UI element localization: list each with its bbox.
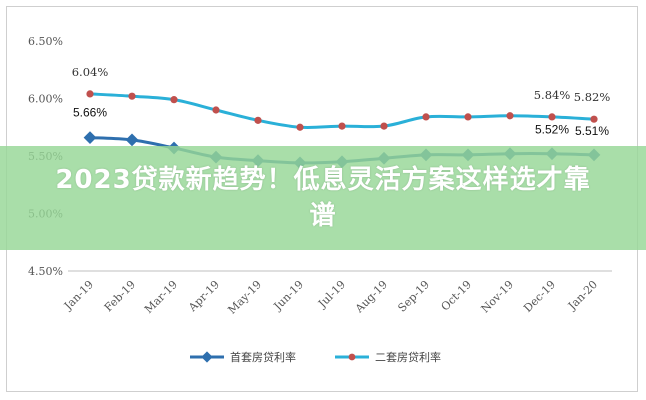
data-point-marker xyxy=(380,122,388,130)
banner-title: 2023贷款新趋势！低息灵活方案这样选才靠谱 xyxy=(55,165,591,231)
x-tick-label: May-19 xyxy=(225,278,264,317)
data-point-marker xyxy=(86,90,94,98)
data-label: 5.52% xyxy=(535,123,569,137)
data-point-marker xyxy=(506,112,514,120)
data-point-marker xyxy=(254,116,262,124)
x-axis-ticks: Jan-19 Feb-19 Mar-19 Apr-19 May-19 Jun-19 Jul-… xyxy=(61,278,600,317)
data-point-marker xyxy=(170,96,178,104)
data-point-marker xyxy=(83,131,97,144)
x-tick-label: Feb-19 xyxy=(102,278,138,314)
y-tick-label: 4.50% xyxy=(28,265,63,278)
data-point-marker xyxy=(422,113,430,121)
y-tick-label: 6.50% xyxy=(28,35,63,48)
x-tick-label: Sep-19 xyxy=(395,278,432,315)
y-tick-label: 6.00% xyxy=(28,93,63,106)
title-banner: 2023贷款新趋势！低息灵活方案这样选才靠谱 xyxy=(0,146,646,250)
data-label: 5.84% xyxy=(534,88,571,102)
x-tick-label: Aug-19 xyxy=(352,278,390,316)
data-point-marker xyxy=(590,115,598,123)
data-label: 5.82% xyxy=(574,90,611,104)
x-tick-label: Apr-19 xyxy=(185,278,222,315)
legend-marker xyxy=(201,351,213,363)
legend-label-2: 二套房贷利率 xyxy=(375,350,441,364)
x-tick-label: Jan-20 xyxy=(565,278,600,313)
x-tick-label: Dec-19 xyxy=(521,278,558,315)
legend: 首套房贷利率 二套房贷利率 xyxy=(190,350,441,364)
data-point-marker xyxy=(125,133,139,147)
legend-label-1: 首套房贷利率 xyxy=(230,350,296,364)
data-label: 5.66% xyxy=(73,106,107,120)
data-point-marker xyxy=(296,123,304,131)
data-point-marker xyxy=(338,122,346,130)
x-tick-label: Jul-19 xyxy=(315,278,348,311)
data-label: 6.04% xyxy=(72,65,109,79)
data-labels: 6.04% 5.66% 5.84% 5.82% 5.52% 5.51% xyxy=(72,65,611,138)
x-tick-label: Jan-19 xyxy=(61,278,96,313)
data-point-marker xyxy=(548,113,556,121)
x-tick-label: Nov-19 xyxy=(479,278,517,316)
data-point-marker xyxy=(464,113,472,121)
data-label: 5.51% xyxy=(575,124,609,138)
x-tick-label: Oct-19 xyxy=(439,278,475,314)
legend-marker xyxy=(348,353,356,361)
x-tick-label: Mar-19 xyxy=(142,278,180,316)
data-point-marker xyxy=(128,92,136,100)
series-line-2 xyxy=(88,92,596,130)
x-tick-label: Jun-19 xyxy=(271,278,307,314)
data-point-marker xyxy=(212,106,220,114)
